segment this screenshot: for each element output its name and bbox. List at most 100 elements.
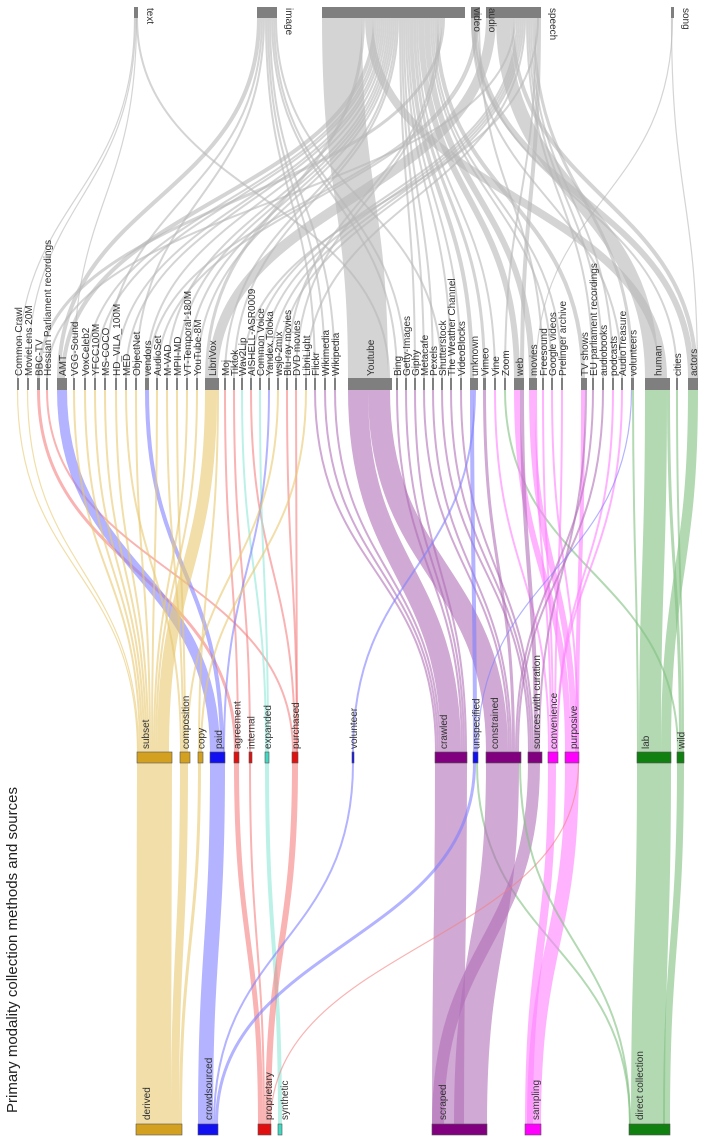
source-node xyxy=(259,378,261,390)
category-label: scraped xyxy=(438,1084,449,1120)
method-label: lab xyxy=(641,735,652,749)
source-label: MPII-MD xyxy=(173,337,184,376)
source-node xyxy=(286,378,288,390)
source-label: Moj xyxy=(221,360,232,376)
source-label: DVD movies xyxy=(292,320,303,376)
flow-link xyxy=(186,389,279,753)
modality-label: audio xyxy=(486,8,497,33)
category-label: sampling xyxy=(531,1080,542,1120)
flow-link xyxy=(198,762,225,1125)
flow-link xyxy=(632,389,639,753)
source-label: Metacafe xyxy=(420,334,431,376)
source-node xyxy=(176,378,178,390)
flow-link xyxy=(213,762,354,1125)
flow-link xyxy=(275,17,443,379)
flow-link xyxy=(631,762,671,1125)
modality-node xyxy=(671,7,674,18)
source-node xyxy=(396,378,398,390)
source-node xyxy=(432,378,434,390)
flow-link xyxy=(399,17,416,379)
flow-link xyxy=(305,17,526,379)
source-node xyxy=(84,378,86,390)
flow-link xyxy=(409,17,474,379)
source-label: Google videos xyxy=(548,312,559,376)
flow-link xyxy=(471,17,623,379)
source-label: MS-COCO xyxy=(101,327,112,376)
method-node xyxy=(485,751,522,764)
flow-link xyxy=(277,17,524,379)
source-node xyxy=(104,378,106,390)
method-label: volunteer xyxy=(349,707,360,749)
source-node xyxy=(423,378,425,390)
flow-link xyxy=(526,17,594,379)
flow-link xyxy=(115,389,149,753)
source-node xyxy=(186,378,188,390)
source-label: AudioTreasure xyxy=(618,310,629,376)
method-node xyxy=(197,751,204,764)
source-node xyxy=(305,378,307,390)
method-node xyxy=(564,751,580,764)
source-label: EU parliament recordings xyxy=(589,263,600,376)
flow-link xyxy=(517,389,604,753)
node-labels: text image video audio speech song Common Craw… xyxy=(14,8,700,1120)
source-node xyxy=(688,378,698,390)
flow-link xyxy=(365,17,667,379)
flow-link xyxy=(413,17,486,379)
flow-link xyxy=(527,762,579,1125)
flow-link xyxy=(233,389,251,753)
source-node xyxy=(631,378,634,390)
flow-link xyxy=(259,389,269,753)
flow-link xyxy=(241,17,539,379)
source-label: Blu-ray movies xyxy=(283,310,294,376)
method-label: constrained xyxy=(490,697,501,749)
method-node xyxy=(472,751,479,764)
source-node xyxy=(233,378,235,390)
source-node xyxy=(348,378,392,390)
source-node xyxy=(504,378,506,390)
source-node xyxy=(561,378,563,390)
flow-link xyxy=(450,389,532,753)
source-label: Giphy xyxy=(411,350,422,376)
source-label: Vimeo xyxy=(481,347,492,376)
method-label: subset xyxy=(141,719,152,749)
method-node xyxy=(636,751,672,764)
flow-link xyxy=(115,17,383,379)
flow-link xyxy=(166,389,184,753)
flow-link xyxy=(504,17,537,379)
source-label: AMT xyxy=(58,355,69,376)
modality-label: text xyxy=(144,8,155,24)
flow-link xyxy=(432,17,563,379)
flow-link xyxy=(352,389,476,753)
flow-link xyxy=(414,389,467,753)
flow-link xyxy=(324,389,439,753)
category-node xyxy=(277,1123,283,1136)
source-label: web xyxy=(515,357,526,377)
method-node xyxy=(248,751,253,764)
method-node xyxy=(179,751,191,764)
flow-link xyxy=(26,17,137,379)
flow-link xyxy=(368,389,508,753)
source-node xyxy=(405,378,407,390)
flow-link xyxy=(61,17,377,379)
source-node xyxy=(483,378,486,390)
flow-link xyxy=(166,17,389,379)
flow-link xyxy=(57,17,261,379)
flow-link xyxy=(273,17,407,379)
source-label: actors xyxy=(689,349,700,376)
flow-link xyxy=(542,389,554,753)
category-node xyxy=(628,1123,671,1136)
source-label: AudioSet xyxy=(153,335,164,376)
source-node xyxy=(450,378,452,390)
flow-link xyxy=(348,389,461,753)
flow-link xyxy=(104,17,263,379)
source-node xyxy=(314,378,316,390)
modality-node xyxy=(322,7,465,18)
modality-node xyxy=(486,7,541,18)
source-node xyxy=(156,378,158,390)
modality-node xyxy=(134,7,138,18)
method-label: paid xyxy=(214,730,225,749)
source-node xyxy=(334,378,336,390)
source-node xyxy=(645,378,670,390)
flow-link xyxy=(639,389,667,753)
source-node xyxy=(612,378,614,390)
